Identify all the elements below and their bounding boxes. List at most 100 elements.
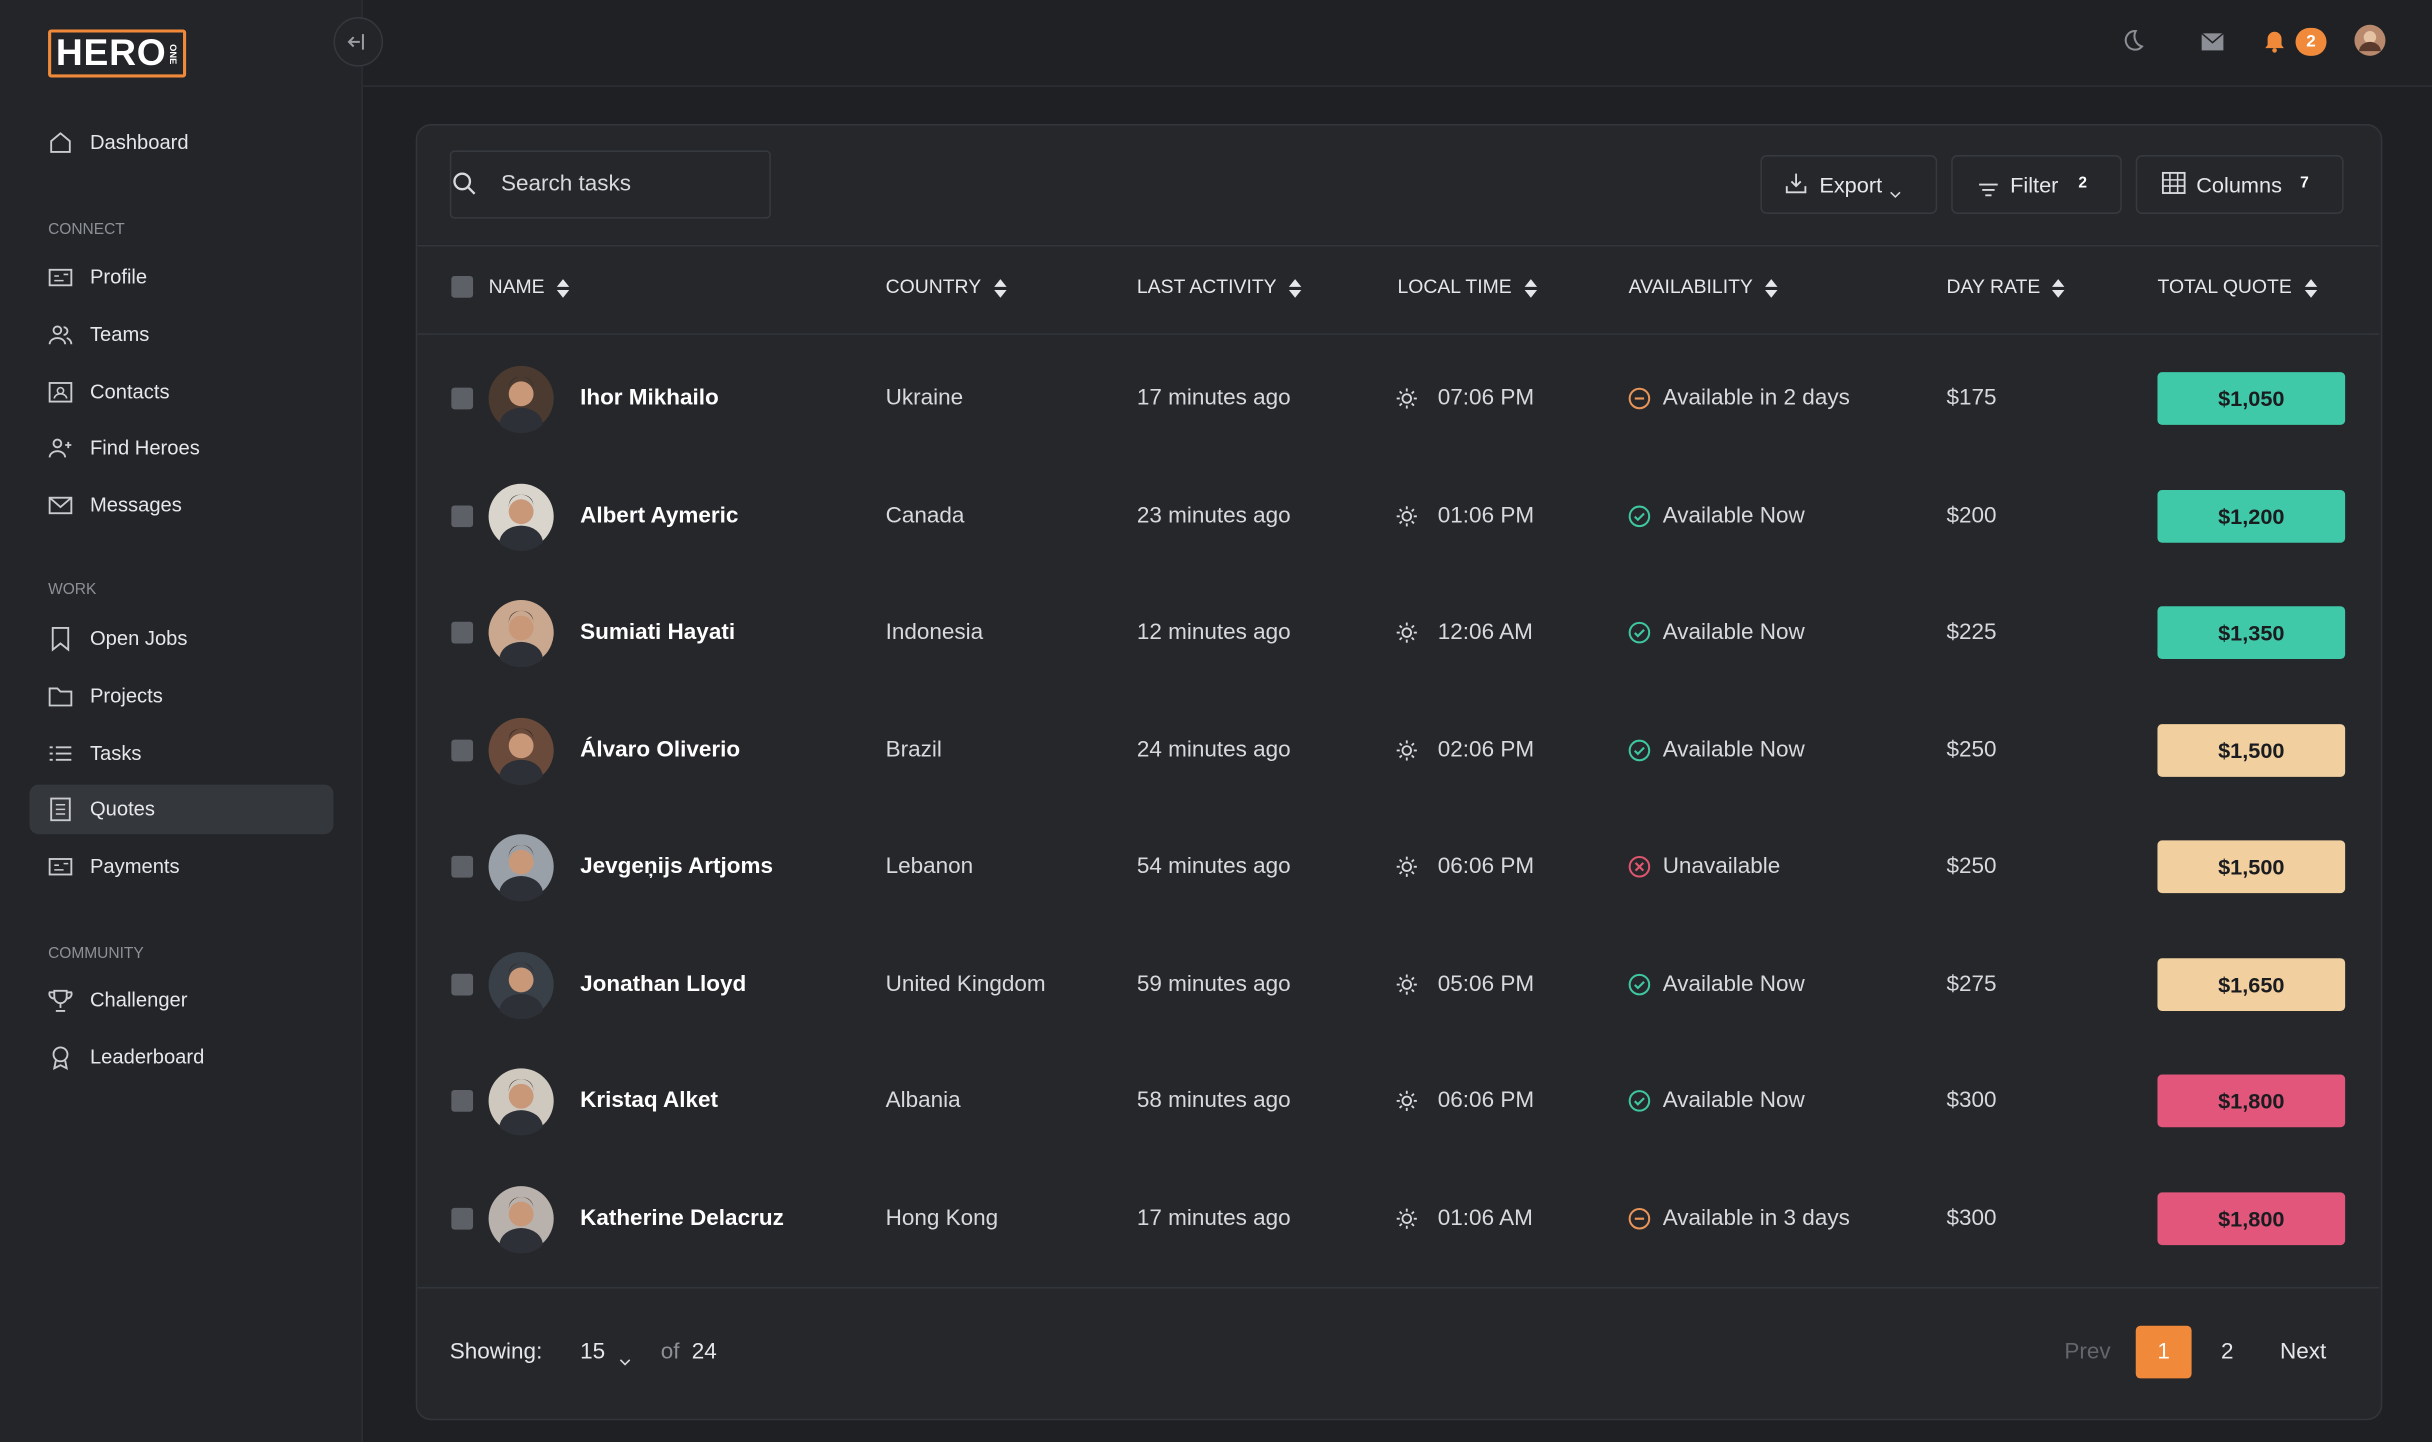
total-quote[interactable]: $1,800 [2157,1192,2346,1246]
total-quote[interactable]: $1,650 [2157,957,2346,1011]
filter-label: Filter [2010,172,2059,197]
name[interactable]: Jevgeņijs Artjoms [580,854,773,880]
name[interactable]: Katherine Delacruz [580,1206,784,1232]
total-quote[interactable]: $1,800 [2157,1075,2346,1128]
user-avatar[interactable] [2354,24,2386,56]
nav-icon [48,265,73,290]
nav-item[interactable]: Find Heroes [89,436,200,460]
name[interactable]: Ihor Mikhailo [580,386,719,411]
page-button[interactable]: 2 [2220,1339,2234,1365]
theme-toggle[interactable] [2119,28,2144,53]
total-quote[interactable]: $1,050 [2157,372,2346,425]
nav-section-title: COMMUNITY [48,945,144,963]
name[interactable]: Jonathan Lloyd [580,971,747,997]
nav-item[interactable]: Quotes [89,797,155,821]
checkbox[interactable] [451,856,474,879]
checkbox[interactable] [451,504,474,527]
checkbox[interactable] [451,275,474,298]
country: Albania [885,1089,961,1114]
nav-item[interactable]: Challenger [89,987,188,1011]
column-header[interactable]: LAST ACTIVITY [1136,275,1277,298]
total-quote[interactable]: $1,500 [2157,840,2346,894]
local-time: 02:06 PM [1437,737,1535,763]
page-button[interactable]: 1 [2135,1325,2192,1379]
name[interactable]: Álvaro Oliverio [580,737,741,763]
checkbox[interactable] [451,1207,474,1230]
checkbox[interactable] [451,973,474,996]
nav-icon [48,130,73,155]
checkbox[interactable] [451,387,474,410]
collapse-button[interactable] [333,17,384,67]
column-header[interactable]: COUNTRY [885,275,982,298]
nav-item[interactable]: Tasks [89,740,142,764]
column-header[interactable]: NAME [488,275,545,298]
search-icon [451,171,476,196]
nav-icon [48,798,73,823]
filter-count: 2 [2078,175,2087,193]
nav-item[interactable]: Open Jobs [89,626,188,650]
availability: Available in 2 days [1662,386,1850,411]
per-page[interactable]: 15 [580,1339,606,1365]
nav-item[interactable]: Teams [89,322,150,346]
availability: Available Now [1662,620,1805,646]
mail-button[interactable] [2201,31,2224,51]
nav-item[interactable]: Projects [89,683,163,707]
day-rate: $200 [1946,503,1997,529]
nav-item[interactable]: Contacts [89,379,170,403]
sun-icon [1396,622,1418,644]
total-quote[interactable]: $1,500 [2157,723,2346,777]
local-time: 12:06 AM [1437,620,1533,646]
day-rate: $225 [1946,620,1997,646]
column-header[interactable]: LOCAL TIME [1397,275,1512,298]
local-time: 06:06 PM [1437,1089,1535,1114]
export-label: Export [1819,172,1883,197]
column-header[interactable]: AVAILABILITY [1628,275,1753,298]
column-header[interactable]: TOTAL QUOTE [2157,275,2292,298]
country: United Kingdom [885,971,1046,997]
total-quote[interactable]: $1,350 [2157,606,2346,660]
nav-item[interactable]: Payments [89,854,180,878]
country: Brazil [885,737,942,763]
bell-button[interactable] [2263,28,2286,53]
toolbar-button[interactable] [2135,155,2344,214]
nav-section-title: CONNECT [48,221,125,239]
local-time: 06:06 PM [1437,854,1535,880]
logo-tag: ONE [166,44,177,65]
day-rate: $300 [1946,1089,1997,1114]
last-activity: 54 minutes ago [1136,854,1291,880]
toolbar-button[interactable] [1951,155,2122,214]
nav-item[interactable]: Profile [89,265,148,289]
name[interactable]: Albert Aymeric [580,503,739,529]
sun-icon [1396,388,1418,410]
total-quote[interactable]: $1,200 [2157,489,2346,543]
name[interactable]: Kristaq Alket [580,1089,718,1114]
avatar [488,834,554,902]
nav-item[interactable]: Dashboard [89,130,189,154]
checkbox[interactable] [451,621,474,644]
country: Hong Kong [885,1206,999,1232]
prev-button[interactable]: Prev [2064,1339,2111,1365]
day-rate: $275 [1946,971,1997,997]
toolbar-button[interactable] [1760,155,1938,214]
nav-section-title: WORK [48,581,97,599]
avatar [488,600,554,668]
nav-icon [48,626,73,652]
name[interactable]: Sumiati Hayati [580,620,736,646]
nav-item[interactable]: Leaderboard [89,1044,205,1069]
nav-icon [48,322,73,347]
next-button[interactable]: Next [2280,1339,2327,1365]
column-header[interactable]: DAY RATE [1946,275,2041,298]
last-activity: 17 minutes ago [1136,1206,1291,1232]
checkbox[interactable] [451,739,474,761]
status-icon [1628,973,1651,996]
status-icon [1628,1207,1651,1230]
sun-icon [1396,973,1418,995]
last-activity: 59 minutes ago [1136,971,1291,997]
search-box[interactable] [449,150,771,219]
nav-item[interactable]: Messages [89,493,182,517]
availability: Available Now [1662,737,1805,763]
country: Canada [885,503,965,529]
status-icon [1628,504,1651,527]
checkbox[interactable] [451,1090,474,1113]
avatar [488,365,554,434]
